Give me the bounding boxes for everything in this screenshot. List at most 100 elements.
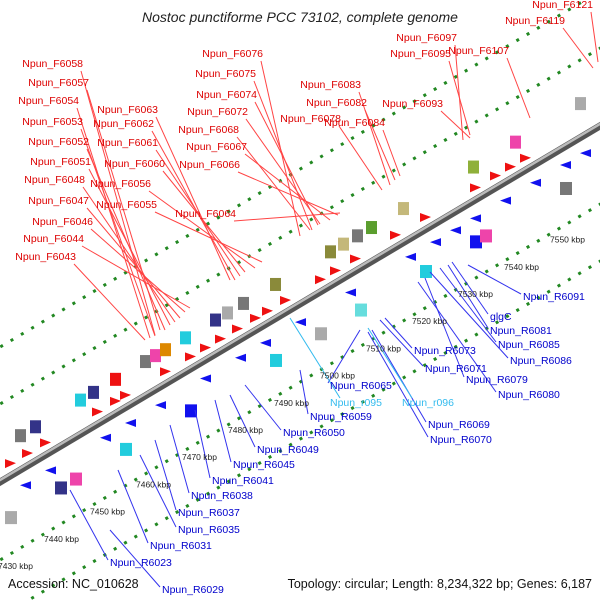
- scale-tick-label: 7540 kbp: [504, 262, 539, 272]
- forward-label-leader: [155, 116, 231, 281]
- reverse-label-leader: [154, 439, 177, 511]
- rna-gene-label: Npun_r095: [330, 397, 382, 409]
- forward-label-leader: [244, 153, 331, 221]
- reverse-label-leader: [379, 319, 424, 367]
- forward-gene-arrow: [262, 306, 273, 316]
- forward-gene-block: [30, 420, 41, 434]
- grid-track-1: [0, 46, 600, 406]
- reverse-label-leader: [194, 409, 211, 479]
- reverse-label-leader: [139, 454, 177, 528]
- scale-tick-label: 7530 kbp: [458, 289, 493, 299]
- reverse-gene-arrow: [580, 149, 591, 158]
- scale-tick-label: 7460 kbp: [136, 479, 171, 489]
- forward-label-leader: [90, 228, 186, 313]
- reverse-gene-label: glgC: [490, 311, 512, 323]
- reverse-gene-block: [480, 229, 492, 243]
- forward-label-leader: [154, 211, 263, 263]
- reverse-gene-label: Npun_R6038: [191, 490, 253, 502]
- forward-label-leader: [81, 245, 191, 309]
- reverse-gene-block: [270, 353, 282, 367]
- forward-gene-arrow: [232, 324, 243, 334]
- forward-label-leader: [254, 101, 319, 226]
- forward-gene-label: Npun_F6075: [195, 68, 256, 80]
- reverse-gene-label: Npun_R6037: [178, 507, 240, 519]
- reverse-label-leader: [371, 329, 427, 423]
- forward-gene-block: [468, 160, 479, 174]
- reverse-gene-label: Npun_R6035: [178, 524, 240, 536]
- forward-gene-block: [325, 245, 336, 259]
- forward-gene-label: Npun_F6057: [28, 77, 89, 89]
- forward-gene-arrow: [350, 254, 361, 264]
- reverse-label-leader: [451, 261, 489, 315]
- forward-gene-block: [238, 296, 249, 310]
- forward-gene-arrow: [520, 153, 531, 163]
- reverse-gene-arrow: [20, 481, 31, 490]
- forward-gene-block: [352, 229, 363, 243]
- reverse-gene-arrow: [235, 353, 246, 362]
- reverse-gene-block: [185, 404, 197, 418]
- forward-gene-arrow: [315, 275, 326, 285]
- reverse-gene-block: [470, 235, 482, 249]
- forward-gene-block: [222, 306, 233, 320]
- forward-gene-label: Npun_F6119: [505, 15, 565, 27]
- scale-tick-label: 7470 kbp: [182, 452, 217, 462]
- forward-label-leader: [448, 60, 471, 136]
- forward-label-leader: [155, 149, 241, 277]
- reverse-gene-label: Npun_R6085: [498, 339, 560, 351]
- reverse-label-leader: [244, 384, 282, 431]
- forward-label-leader: [148, 190, 256, 269]
- forward-gene-block: [140, 355, 151, 369]
- genome-backbone: [0, 121, 600, 487]
- scale-tick-label: 7510 kbp: [366, 343, 401, 353]
- scale-ticks: 7430 kbp 7440 kbp 7450 kbp 7460 kbp 7470 kbp…: [0, 235, 585, 571]
- reverse-label-leader: [117, 469, 149, 544]
- forward-gene-block: [180, 331, 191, 345]
- forward-gene-label: Npun_F6061: [97, 137, 158, 149]
- gene-labels: Npun_F6121 Npun_F6119 Npun_F6097 Npun_F6095…: [15, 0, 593, 596]
- rna-gene-label: Npun_r096: [402, 397, 454, 409]
- scale-tick-label: 7490 kbp: [274, 398, 309, 408]
- forward-gene-label: Npun_F6083: [300, 79, 361, 91]
- forward-gene-arrow: [200, 343, 211, 353]
- forward-gene-block: [270, 277, 281, 291]
- forward-gene-arrow: [490, 171, 501, 181]
- reverse-gene-label: Npun_R6069: [428, 419, 490, 431]
- grid-track-0: [0, 0, 589, 349]
- reverse-gene-arrow: [560, 160, 571, 169]
- forward-gene-arrow: [420, 213, 431, 223]
- forward-gene-label: Npun_F6097: [396, 32, 457, 44]
- label-leaders: [69, 11, 599, 588]
- reverse-label-leader: [467, 264, 522, 295]
- reverse-gene-arrow: [430, 238, 441, 247]
- forward-label-leader: [562, 27, 594, 69]
- scale-tick-label: 7430 kbp: [0, 561, 33, 571]
- forward-gene-arrow: [470, 183, 481, 193]
- scale-tick-label: 7440 kbp: [44, 534, 79, 544]
- forward-gene-arrow: [330, 266, 341, 276]
- reverse-gene-label: Npun_R6073: [414, 345, 476, 357]
- reverse-gene-label: Npun_R6031: [150, 540, 212, 552]
- forward-gene-label: Npun_F6051: [30, 156, 91, 168]
- reverse-label-leader: [367, 331, 429, 438]
- forward-gene-label: Npun_F6052: [28, 136, 89, 148]
- forward-gene-label: Npun_F6084: [324, 117, 385, 129]
- reverse-gene-block: [355, 303, 367, 317]
- forward-gene-block: [510, 135, 521, 149]
- reverse-gene-arrow: [405, 252, 416, 261]
- reverse-gene-arrow: [125, 418, 136, 427]
- reverse-gene-label: Npun_R6080: [498, 389, 560, 401]
- forward-gene-label: Npun_F6074: [196, 89, 257, 101]
- forward-gene-label: Npun_F6095: [390, 48, 451, 60]
- forward-gene-label: Npun_F6068: [178, 124, 239, 136]
- reverse-gene-block: [560, 181, 572, 195]
- scale-tick-label: 7500 kbp: [320, 371, 355, 381]
- forward-label-leader: [590, 11, 599, 63]
- reverse-gene-arrow: [100, 433, 111, 442]
- reverse-label-leader: [439, 267, 497, 343]
- forward-gene-label: Npun_F6043: [15, 251, 76, 263]
- forward-gene-label: Npun_F6056: [90, 178, 151, 190]
- reverse-label-leader: [109, 529, 161, 588]
